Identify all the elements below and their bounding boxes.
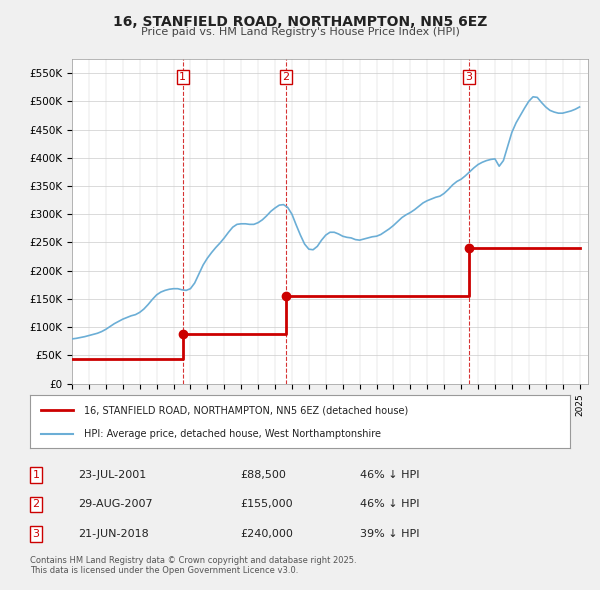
Text: £240,000: £240,000 bbox=[240, 529, 293, 539]
Text: 3: 3 bbox=[466, 72, 473, 82]
Text: 2: 2 bbox=[32, 500, 40, 509]
Text: 23-JUL-2001: 23-JUL-2001 bbox=[78, 470, 146, 480]
Text: 3: 3 bbox=[32, 529, 40, 539]
Text: £88,500: £88,500 bbox=[240, 470, 286, 480]
Text: 46% ↓ HPI: 46% ↓ HPI bbox=[360, 470, 419, 480]
Text: 29-AUG-2007: 29-AUG-2007 bbox=[78, 500, 152, 509]
Text: 2: 2 bbox=[283, 72, 290, 82]
Text: HPI: Average price, detached house, West Northamptonshire: HPI: Average price, detached house, West… bbox=[84, 428, 381, 438]
Text: 21-JUN-2018: 21-JUN-2018 bbox=[78, 529, 149, 539]
Text: Price paid vs. HM Land Registry's House Price Index (HPI): Price paid vs. HM Land Registry's House … bbox=[140, 27, 460, 37]
Text: 16, STANFIELD ROAD, NORTHAMPTON, NN5 6EZ: 16, STANFIELD ROAD, NORTHAMPTON, NN5 6EZ bbox=[113, 15, 487, 29]
Text: £155,000: £155,000 bbox=[240, 500, 293, 509]
Text: 46% ↓ HPI: 46% ↓ HPI bbox=[360, 500, 419, 509]
Text: Contains HM Land Registry data © Crown copyright and database right 2025.
This d: Contains HM Land Registry data © Crown c… bbox=[30, 556, 356, 575]
Text: 16, STANFIELD ROAD, NORTHAMPTON, NN5 6EZ (detached house): 16, STANFIELD ROAD, NORTHAMPTON, NN5 6EZ… bbox=[84, 405, 408, 415]
Text: 1: 1 bbox=[179, 72, 187, 82]
Text: 39% ↓ HPI: 39% ↓ HPI bbox=[360, 529, 419, 539]
Text: 1: 1 bbox=[32, 470, 40, 480]
